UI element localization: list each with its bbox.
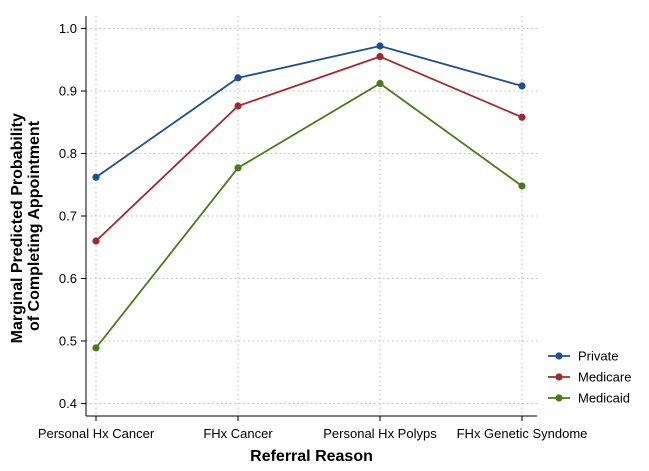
data-point	[92, 173, 100, 181]
y-tick-label: 1.0	[59, 21, 77, 36]
legend-label: Medicaid	[578, 391, 630, 406]
data-point	[234, 164, 242, 172]
x-axis-title: Referral Reason	[250, 448, 373, 465]
legend-label: Medicare	[578, 370, 631, 385]
legend-item: Private	[548, 349, 618, 364]
data-point	[376, 53, 384, 61]
series-line	[95, 82, 523, 349]
axes-layer: 0.4 0.5 0.6 0.7 0.8 0.9 1.0 Personal Hx Cancer F…	[38, 16, 588, 441]
legend-marker	[555, 352, 563, 360]
grid-layer	[86, 16, 537, 416]
y-tick-label: 0.7	[59, 209, 77, 224]
data-point	[518, 82, 526, 90]
data-point	[518, 182, 526, 190]
legend: Private Medicare Medicaid	[548, 349, 631, 406]
series-line	[95, 45, 523, 178]
y-axis-title-line-2: of Completing Appointment	[26, 120, 43, 331]
data-point	[376, 42, 384, 50]
legend-item: Medicaid	[548, 391, 630, 406]
legend-marker	[555, 394, 563, 402]
y-tick-label: 0.4	[59, 396, 77, 411]
data-point	[234, 102, 242, 110]
legend-marker	[555, 373, 563, 381]
y-axis-title: Marginal Predicted Probability of Comple…	[9, 109, 43, 344]
legend-label: Private	[578, 349, 618, 364]
y-axis-title-line-1: Marginal Predicted Probability	[9, 113, 26, 343]
data-point	[92, 237, 100, 245]
data-point	[92, 344, 100, 352]
series-medicaid	[92, 79, 526, 352]
data-point	[518, 113, 526, 121]
series-layer	[92, 42, 526, 352]
y-tick-label: 0.6	[59, 271, 77, 286]
x-tick-label: Personal Hx Cancer	[38, 426, 155, 441]
y-tick-label: 0.8	[59, 146, 77, 161]
series-private	[92, 42, 526, 181]
x-tick-label: FHx Genetic Syndome	[457, 426, 588, 441]
x-tick-label: Personal Hx Polyps	[323, 426, 437, 441]
y-tick-label: 0.9	[59, 84, 77, 99]
y-tick-label: 0.5	[59, 334, 77, 349]
data-point	[376, 79, 384, 88]
series-medicare	[92, 53, 526, 245]
series-line	[95, 55, 523, 242]
x-tick-label: FHx Cancer	[203, 426, 273, 441]
legend-item: Medicare	[548, 370, 631, 385]
data-point	[234, 74, 242, 82]
